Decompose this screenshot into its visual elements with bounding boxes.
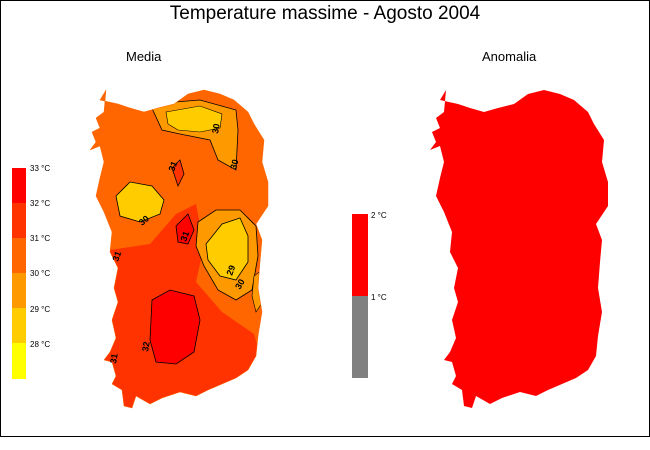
legend-label-32: 32 °C xyxy=(30,199,51,208)
legend-label-1c: 1 °C xyxy=(371,293,387,302)
media-map: 30 31 30 30 31 31 29 30 32 31 xyxy=(89,89,269,409)
legend-label-29: 29 °C xyxy=(30,305,51,314)
zone-north-hot xyxy=(171,159,185,188)
legend-swatch-30 xyxy=(12,273,26,308)
legend-label-31: 31 °C xyxy=(30,234,51,243)
zone-32-plus xyxy=(149,289,201,365)
figure-title: Temperature massime - Agosto 2004 xyxy=(169,3,481,24)
legend-swatch-32 xyxy=(12,203,26,238)
legend-swatch-1c xyxy=(352,296,368,378)
legend-label-28: 28 °C xyxy=(30,340,51,349)
legend-label-30: 30 °C xyxy=(30,269,51,278)
contour-label: 31 xyxy=(108,353,120,365)
zone-central-hot xyxy=(175,213,195,245)
contour-label: 31 xyxy=(166,160,179,173)
legend-swatch-28 xyxy=(12,343,26,379)
contour-label: 30 xyxy=(233,277,247,291)
contour-label: 31 xyxy=(178,230,191,243)
anomaly-island-fill xyxy=(430,90,608,408)
legend-swatch-2c xyxy=(352,214,368,296)
legend-swatch-31 xyxy=(12,238,26,273)
contour-label: 30 xyxy=(210,123,222,135)
legend-label-33: 33 °C xyxy=(30,164,51,173)
legend-swatch-29 xyxy=(12,308,26,343)
contour-label: 32 xyxy=(140,341,152,353)
legend-swatch-33 xyxy=(12,168,26,203)
zone-west-cool xyxy=(115,181,165,223)
zone-east-29 xyxy=(205,217,249,281)
anomalia-map xyxy=(430,90,608,408)
contour-label: 30 xyxy=(228,158,240,170)
contour-label: 29 xyxy=(224,264,237,277)
right-map-label: Anomalia xyxy=(482,49,537,64)
legend-label-2c: 2 °C xyxy=(371,211,387,220)
contour-label: 30 xyxy=(137,213,151,227)
contour-label: 31 xyxy=(110,250,123,263)
left-map-label: Media xyxy=(126,49,162,64)
zone-north-29 xyxy=(165,105,223,133)
